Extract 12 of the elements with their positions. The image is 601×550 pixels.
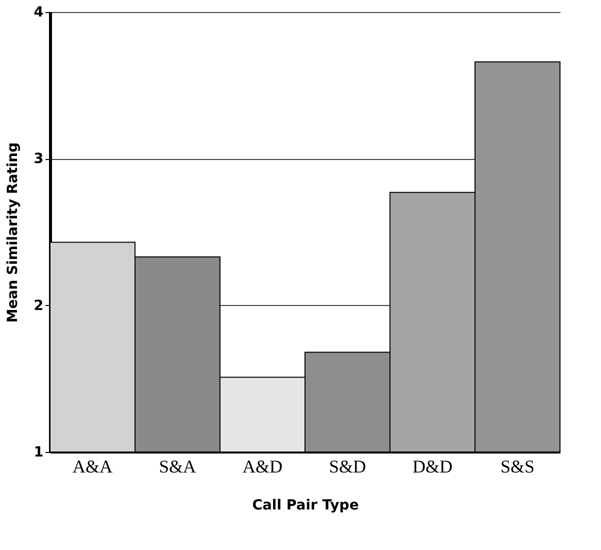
x-tick-label: A&A <box>72 456 112 476</box>
y-tick-label: 3 <box>34 151 44 168</box>
y-tick-label: 1 <box>34 444 44 460</box>
x-tick-label: D&D <box>412 456 452 476</box>
x-tick-label: S&S <box>500 456 535 476</box>
x-tick-label: S&A <box>158 456 196 476</box>
y-tick-label: 2 <box>34 298 44 314</box>
y-axis-title: Mean Similarity Rating <box>4 142 21 323</box>
x-axis-title: Call Pair Type <box>252 498 359 514</box>
x-tick-label: A&D <box>242 456 282 476</box>
x-tick-label: S&D <box>328 456 366 476</box>
y-tick-label: 4 <box>34 4 44 20</box>
